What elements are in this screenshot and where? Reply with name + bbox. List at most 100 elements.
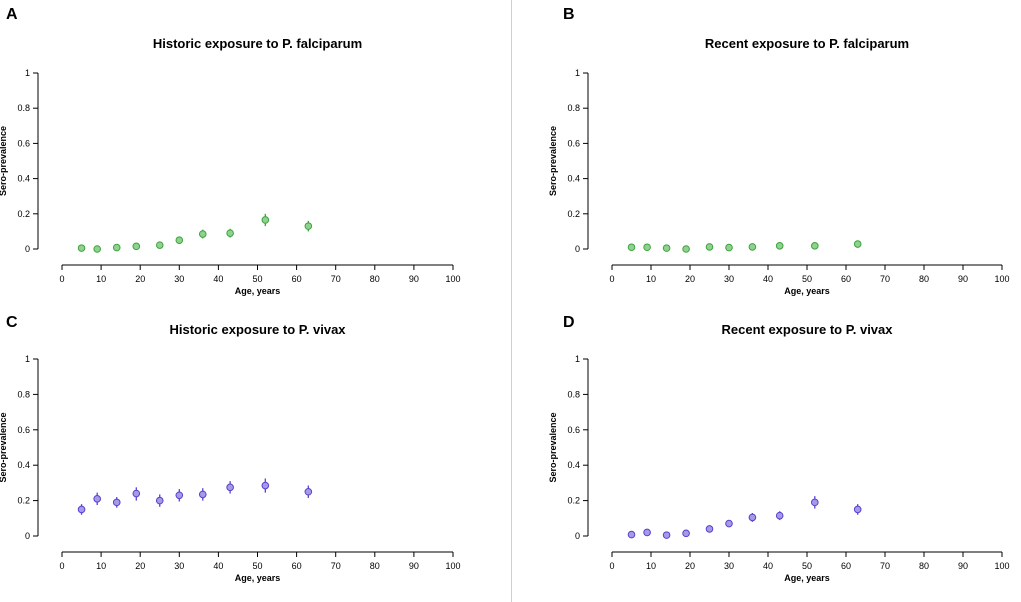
data-point-c-5	[175, 491, 184, 500]
data-point-a-9	[304, 222, 313, 230]
y-tick-label-b-5: 1	[575, 68, 580, 78]
data-point-d-4	[705, 525, 714, 533]
x-tick-label-c-10: 100	[445, 561, 460, 571]
x-tick-label-b-0: 0	[609, 274, 614, 284]
y-tick-label-b-2: 0.4	[567, 174, 580, 184]
x-tick-label-b-7: 70	[880, 274, 890, 284]
x-tick-label-d-8: 80	[919, 561, 929, 571]
y-axis-label-d: Sero-prevalence	[548, 412, 558, 482]
data-point-b-1	[643, 243, 651, 252]
data-point-b-8	[811, 242, 819, 250]
x-tick-label-c-7: 70	[331, 561, 341, 571]
y-tick-label-d-2: 0.4	[567, 460, 580, 470]
x-axis-label-b: Age, years	[784, 286, 830, 296]
x-tick-label-c-5: 50	[252, 561, 262, 571]
x-tick-label-a-6: 60	[292, 274, 302, 284]
x-tick-label-c-9: 90	[409, 561, 419, 571]
y-tick-label-d-5: 1	[575, 354, 580, 364]
data-point-b-6	[748, 243, 757, 251]
data-point-d-5	[725, 519, 733, 528]
chart-title-c: Historic exposure to P. vivax	[169, 322, 346, 337]
panel-letter-a: A	[6, 6, 18, 23]
y-tick-label-c-1: 0.2	[17, 496, 30, 506]
y-tick-label-a-2: 0.4	[17, 174, 30, 184]
x-tick-label-c-4: 40	[213, 561, 223, 571]
y-tick-label-a-1: 0.2	[17, 209, 30, 219]
data-point-a-0	[77, 244, 86, 252]
data-point-c-3	[132, 489, 141, 498]
y-tick-label-a-3: 0.6	[17, 138, 30, 148]
data-point-b-7	[775, 242, 784, 250]
data-point-d-7	[775, 511, 784, 520]
data-point-a-3	[132, 242, 141, 251]
data-point-b-3	[682, 245, 690, 253]
y-tick-label-c-5: 1	[25, 354, 30, 364]
x-tick-label-a-3: 30	[174, 274, 184, 284]
x-tick-label-d-10: 100	[994, 561, 1009, 571]
y-tick-label-a-4: 0.8	[17, 103, 30, 113]
data-point-c-9	[304, 487, 313, 496]
x-tick-label-d-4: 40	[763, 561, 773, 571]
x-tick-label-d-9: 90	[958, 561, 968, 571]
x-tick-label-a-9: 90	[409, 274, 419, 284]
y-tick-label-d-4: 0.8	[567, 389, 580, 399]
x-tick-label-b-1: 10	[646, 274, 656, 284]
x-tick-label-b-8: 80	[919, 274, 929, 284]
x-tick-label-d-1: 10	[646, 561, 656, 571]
data-point-d-1	[643, 528, 651, 537]
data-point-c-2	[112, 498, 121, 507]
x-tick-label-d-2: 20	[685, 561, 695, 571]
data-point-c-8	[261, 481, 270, 490]
x-axis-label-d: Age, years	[784, 573, 830, 583]
data-point-a-8	[261, 216, 270, 224]
y-tick-label-d-1: 0.2	[567, 496, 580, 506]
y-tick-label-c-4: 0.8	[17, 389, 30, 399]
data-point-c-4	[155, 496, 164, 505]
data-point-b-5	[725, 243, 733, 252]
y-tick-label-d-0: 0	[575, 531, 580, 541]
x-tick-label-b-9: 90	[958, 274, 968, 284]
y-axis-label-b: Sero-prevalence	[548, 126, 558, 196]
x-tick-label-c-8: 80	[370, 561, 380, 571]
x-tick-label-a-4: 40	[213, 274, 223, 284]
data-point-d-9	[853, 505, 862, 514]
data-point-a-1	[93, 245, 101, 253]
x-tick-label-a-10: 100	[445, 274, 460, 284]
x-tick-label-b-3: 30	[724, 274, 734, 284]
x-tick-label-a-0: 0	[59, 274, 64, 284]
chart-title-d: Recent exposure to P. vivax	[721, 322, 893, 337]
x-tick-label-d-0: 0	[609, 561, 614, 571]
x-tick-label-a-8: 80	[370, 274, 380, 284]
data-point-a-7	[226, 229, 234, 237]
data-point-c-1	[93, 495, 101, 503]
data-point-c-6	[198, 490, 207, 499]
x-axis-label-a: Age, years	[235, 286, 281, 296]
x-tick-label-d-3: 30	[724, 561, 734, 571]
chart-title-a: Historic exposure to P. falciparum	[153, 36, 362, 51]
y-tick-label-c-2: 0.4	[17, 460, 30, 470]
x-tick-label-b-2: 20	[685, 274, 695, 284]
data-point-a-4	[155, 241, 164, 249]
data-point-d-3	[682, 529, 690, 538]
y-tick-label-b-0: 0	[575, 244, 580, 254]
y-axis-label-a: Sero-prevalence	[0, 126, 8, 196]
data-point-c-7	[226, 483, 234, 492]
x-tick-label-a-7: 70	[331, 274, 341, 284]
data-point-b-2	[662, 244, 671, 252]
data-point-a-2	[112, 243, 121, 252]
x-tick-label-b-4: 40	[763, 274, 773, 284]
x-tick-label-d-7: 70	[880, 561, 890, 571]
y-tick-label-d-3: 0.6	[567, 425, 580, 435]
x-tick-label-b-10: 100	[994, 274, 1009, 284]
data-point-d-2	[662, 531, 671, 539]
panel-letter-b: B	[563, 6, 575, 23]
x-tick-label-c-0: 0	[59, 561, 64, 571]
x-tick-label-d-5: 50	[802, 561, 812, 571]
x-axis-label-c: Age, years	[235, 573, 281, 583]
data-point-b-0	[627, 243, 636, 252]
data-point-a-5	[175, 236, 184, 244]
x-tick-label-a-2: 20	[135, 274, 145, 284]
y-tick-label-b-4: 0.8	[567, 103, 580, 113]
